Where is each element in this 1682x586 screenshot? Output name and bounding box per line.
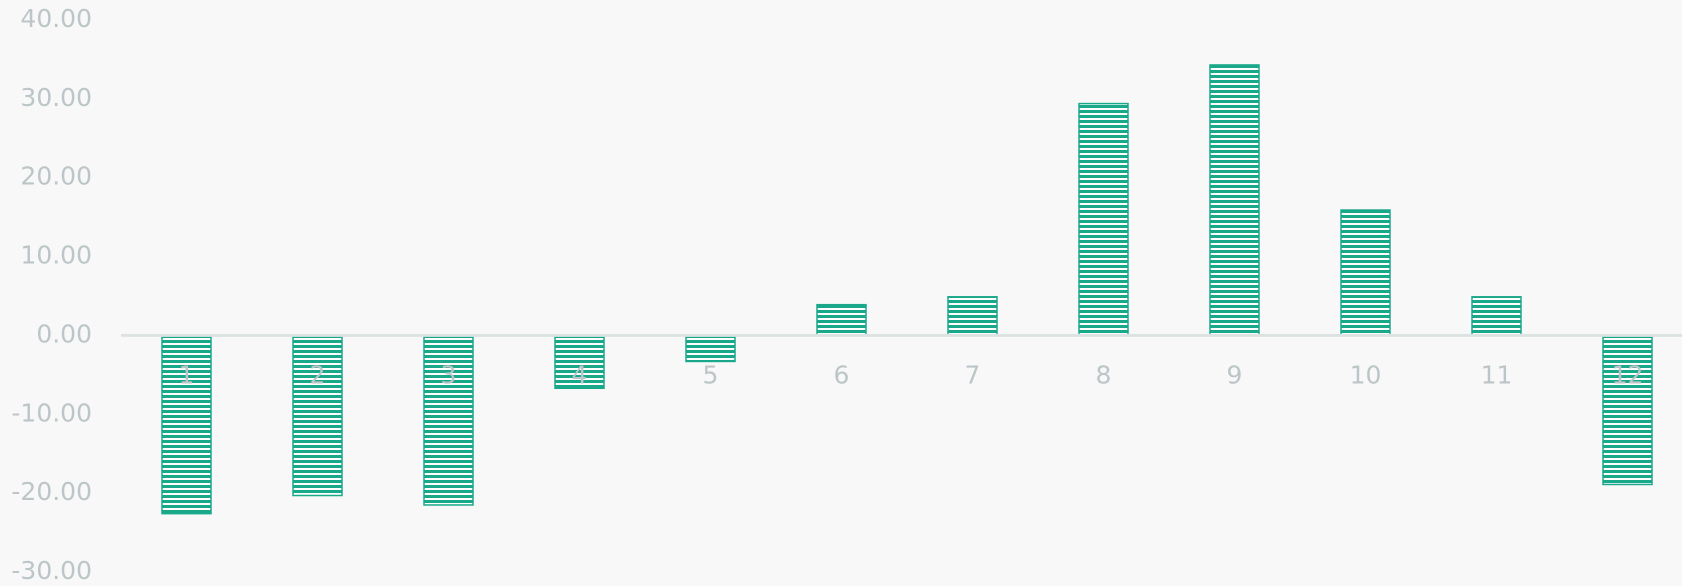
x-tick-label: 9 xyxy=(1227,360,1243,389)
y-tick-label: -10.00 xyxy=(11,398,92,427)
y-tick-label: 30.00 xyxy=(20,83,92,112)
y-tick-label: -30.00 xyxy=(11,556,92,585)
x-tick-label: 1 xyxy=(179,360,195,389)
bar xyxy=(816,303,867,337)
bar xyxy=(1078,102,1129,337)
bar xyxy=(292,334,343,497)
y-tick-label: 20.00 xyxy=(20,162,92,191)
x-tick-label: 3 xyxy=(441,360,457,389)
y-tick-label: -20.00 xyxy=(11,477,92,506)
y-tick-label: 0.00 xyxy=(36,319,92,348)
x-tick-label: 7 xyxy=(965,360,981,389)
bar xyxy=(1340,209,1391,337)
x-tick-label: 6 xyxy=(834,360,850,389)
x-tick-label: 11 xyxy=(1481,360,1513,389)
bar xyxy=(161,334,212,515)
x-tick-label: 12 xyxy=(1612,360,1644,389)
bar xyxy=(1209,64,1260,337)
bar xyxy=(1602,334,1653,486)
x-tick-label: 4 xyxy=(572,360,588,389)
bar xyxy=(685,334,736,363)
x-tick-label: 2 xyxy=(310,360,326,389)
bar xyxy=(947,296,998,337)
x-tick-label: 5 xyxy=(703,360,719,389)
bar xyxy=(554,334,605,390)
x-tick-label: 10 xyxy=(1350,360,1382,389)
y-tick-label: 40.00 xyxy=(20,4,92,33)
y-tick-label: 10.00 xyxy=(20,241,92,270)
x-tick-label: 8 xyxy=(1096,360,1112,389)
bar xyxy=(1471,296,1522,337)
